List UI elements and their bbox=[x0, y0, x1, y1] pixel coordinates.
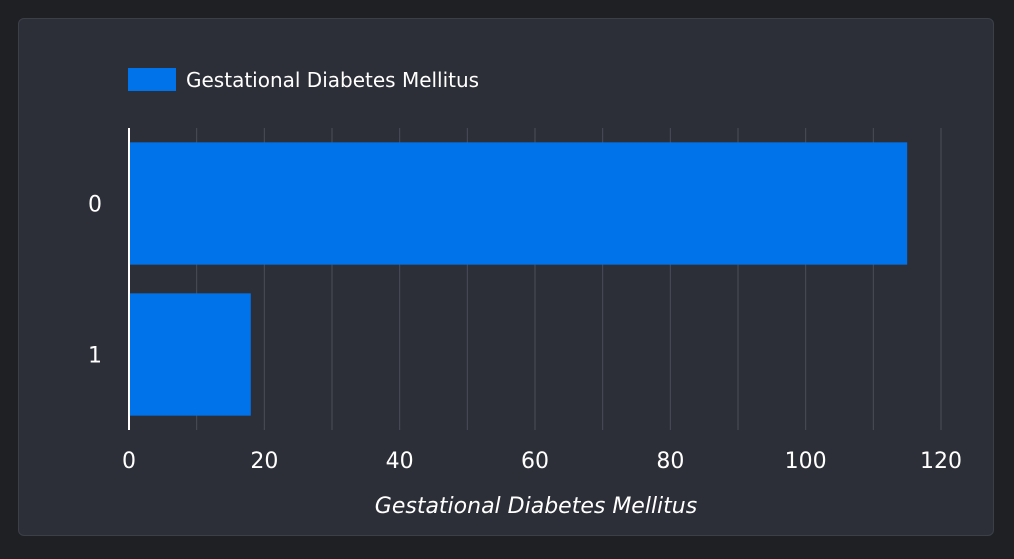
legend-label: Gestational Diabetes Mellitus bbox=[186, 68, 479, 92]
x-tick-label: 80 bbox=[656, 449, 684, 474]
x-tick-label: 60 bbox=[521, 449, 549, 474]
bar-1[interactable] bbox=[129, 293, 251, 416]
y-tick-label: 0 bbox=[88, 193, 102, 218]
legend[interactable]: Gestational Diabetes Mellitus bbox=[128, 68, 479, 92]
x-tick-label: 40 bbox=[386, 449, 414, 474]
x-axis-title: Gestational Diabetes Mellitus bbox=[375, 494, 697, 519]
chart-card bbox=[18, 18, 994, 536]
x-tick-label: 120 bbox=[920, 449, 962, 474]
x-tick-label: 0 bbox=[122, 449, 136, 474]
x-tick-labels: 0 20 40 60 80 100 120 bbox=[122, 449, 962, 474]
bars bbox=[129, 142, 908, 416]
y-tick-labels: 01 bbox=[88, 193, 102, 369]
x-tick-label: 20 bbox=[250, 449, 278, 474]
bar-0[interactable] bbox=[129, 142, 908, 265]
y-tick-label: 1 bbox=[88, 344, 102, 369]
x-tick-label: 100 bbox=[785, 449, 827, 474]
legend-swatch bbox=[128, 68, 176, 91]
